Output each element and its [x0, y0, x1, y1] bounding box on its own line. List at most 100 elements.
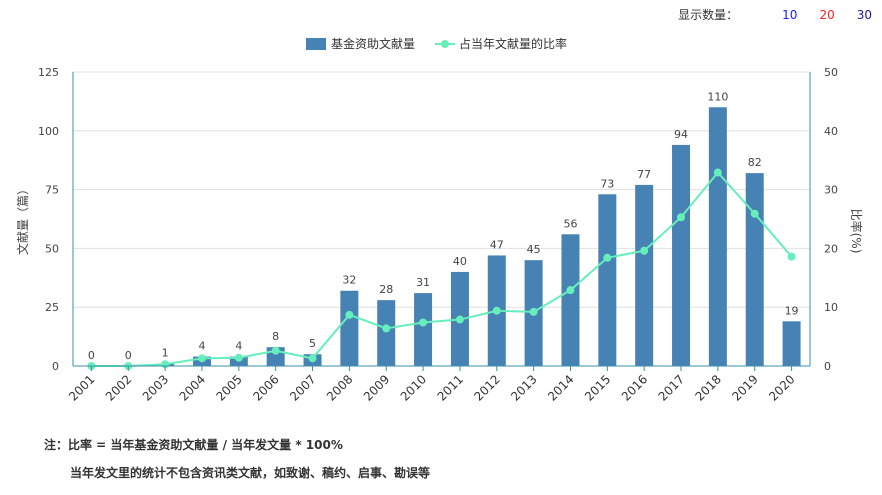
bar-data-label: 110	[707, 90, 728, 103]
legend-line-marker	[441, 40, 449, 48]
ratio-point	[234, 353, 243, 362]
y2-axis-title: 比率(%)	[849, 209, 864, 254]
x-tick-label: 2016	[619, 372, 650, 403]
x-tick-label: 2012	[471, 372, 502, 403]
bar	[745, 173, 764, 366]
bar	[672, 144, 691, 366]
ratio-point	[492, 306, 501, 315]
bar	[414, 293, 433, 366]
ratio-point	[750, 209, 759, 218]
bar-data-label: 0	[88, 349, 95, 362]
display-count-control: 显示数量： 10 20 30	[678, 6, 872, 23]
ratio-line	[91, 171, 793, 367]
display-count-option-20[interactable]: 20	[819, 7, 835, 22]
bar-data-label: 47	[490, 238, 504, 251]
bar-series	[156, 107, 801, 366]
y2-tick-label: 50	[824, 66, 838, 79]
bar-data-label: 82	[748, 156, 762, 169]
bar-data-label: 19	[785, 304, 799, 317]
bar-data-label: 0	[125, 349, 132, 362]
bar-data-label: 28	[379, 283, 393, 296]
bar-data-label: 8	[272, 330, 279, 343]
bar-data-label: 73	[600, 177, 614, 190]
x-tick-label: 2001	[66, 372, 97, 403]
y-tick-label: 50	[45, 242, 59, 255]
grid-lines	[73, 71, 810, 308]
bar-data-label: 45	[527, 243, 541, 256]
x-tick-label: 2018	[692, 372, 723, 403]
y2-tick-label: 20	[824, 242, 838, 255]
bar	[340, 290, 359, 366]
ratio-point	[529, 307, 538, 316]
ratio-point	[566, 286, 575, 295]
ratio-point	[455, 315, 464, 324]
x-tick-label: 2003	[140, 372, 171, 403]
bar-data-label: 4	[198, 340, 205, 353]
legend-bar-swatch	[306, 38, 326, 50]
y2-tick-label: 40	[824, 125, 838, 138]
bar-data-labels: 0 0 1 4 4 8 5 32 28 31 40 47 45 56 73 77 94 110 82 19	[88, 90, 799, 362]
bar	[377, 300, 396, 366]
bar-data-label: 40	[453, 255, 467, 268]
bar-data-label: 31	[416, 276, 430, 289]
x-tick-label: 2008	[324, 372, 355, 403]
y2-tick-label: 30	[824, 184, 838, 197]
bar	[561, 234, 580, 366]
ratio-point	[713, 168, 722, 177]
ratio-point	[308, 354, 317, 363]
y2-tick-label: 0	[824, 360, 831, 373]
x-tick-label: 2017	[656, 372, 687, 403]
x-tick-label: 2020	[766, 372, 797, 403]
bar-data-label: 1	[162, 347, 169, 360]
ratio-point	[197, 354, 206, 363]
line-series	[87, 168, 796, 370]
bar	[708, 107, 727, 366]
x-tick-label: 2002	[103, 372, 134, 403]
ratio-point	[345, 310, 354, 319]
x-tick-label: 2007	[287, 372, 318, 403]
y-axis-title: 文献量（篇）	[15, 183, 30, 255]
note-ratio-formula: 注：比率 = 当年基金资助文献量 / 当年发文量 * 100%	[44, 438, 343, 452]
display-count-label: 显示数量：	[678, 8, 739, 22]
ratio-point	[382, 324, 391, 333]
x-tick-label: 2006	[250, 372, 281, 403]
ratio-point	[640, 246, 649, 255]
bar-data-label: 77	[637, 168, 651, 181]
bar-data-label: 5	[309, 337, 316, 350]
legend-line-label: 占当年文献量的比率	[459, 36, 567, 51]
ratio-point	[677, 213, 686, 222]
bar-data-label: 4	[235, 340, 242, 353]
legend-bar-label: 基金资助文献量	[331, 36, 415, 51]
bar-data-label: 56	[563, 217, 577, 230]
y-tick-label: 100	[38, 125, 59, 138]
x-tick-label: 2015	[582, 372, 613, 403]
x-tick-label: 2019	[729, 372, 760, 403]
x-tick-label: 2011	[435, 372, 466, 403]
ratio-point	[419, 318, 428, 327]
note-exclusions: 当年发文里的统计不包含资讯类文献，如致谢、稿约、启事、勘误等	[70, 466, 431, 480]
legend: 基金资助文献量 占当年文献量的比率	[306, 36, 567, 51]
y-tick-label: 0	[52, 360, 59, 373]
x-tick-label: 2010	[398, 372, 429, 403]
y-tick-label: 125	[38, 66, 59, 79]
x-tick-label: 2005	[213, 372, 244, 403]
x-tick-label: 2014	[545, 372, 576, 403]
x-tick-label: 2013	[508, 372, 539, 403]
bar	[598, 194, 617, 366]
y-tick-label: 25	[45, 301, 59, 314]
ratio-point	[271, 346, 280, 355]
bar-data-label: 32	[342, 274, 356, 287]
ratio-point	[787, 252, 796, 261]
bar-data-label: 94	[674, 128, 688, 141]
x-tick-label: 2009	[361, 372, 392, 403]
bar	[782, 321, 801, 366]
y-tick-label: 75	[45, 184, 59, 197]
bar	[635, 184, 654, 366]
y2-tick-label: 10	[824, 301, 838, 314]
x-tick-label: 2004	[177, 372, 208, 403]
display-count-option-30[interactable]: 30	[856, 7, 872, 22]
ratio-point	[603, 253, 612, 262]
display-count-option-10[interactable]: 10	[782, 7, 798, 22]
